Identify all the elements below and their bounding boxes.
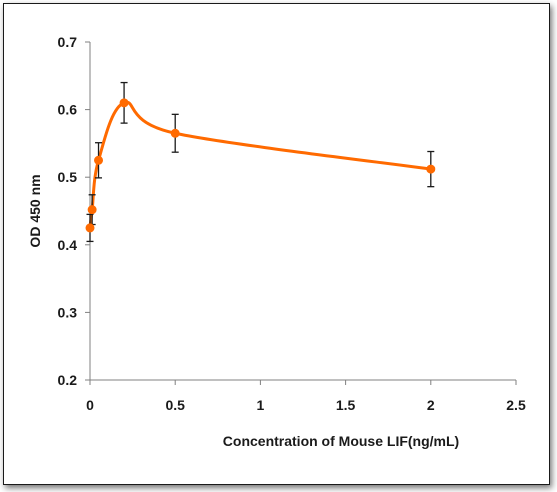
x-tick-label: 0.5 xyxy=(165,397,185,413)
y-tick-label: 0.2 xyxy=(58,372,78,388)
data-point xyxy=(94,155,104,165)
y-tick-label: 0.5 xyxy=(58,169,78,185)
y-tick-label: 0.7 xyxy=(58,34,78,50)
data-point xyxy=(170,128,180,138)
y-axis-ticks: 0.2 0.3 0.4 0.5 0.6 0.7 xyxy=(58,34,90,388)
y-tick-label: 0.4 xyxy=(58,237,78,253)
series-layer xyxy=(85,81,436,243)
y-tick-label: 0.6 xyxy=(58,102,78,118)
x-tick-label: 2.5 xyxy=(506,397,526,413)
y-axis-title: OD 450 nm xyxy=(27,174,43,247)
data-point xyxy=(426,164,436,174)
x-axis-title: Concentration of Mouse LIF(ng/mL) xyxy=(223,433,459,449)
x-axis-ticks: 0 0.5 1 1.5 2 2.5 xyxy=(86,380,526,413)
x-tick-label: 2 xyxy=(427,397,435,413)
data-point xyxy=(85,223,95,233)
chart-frame xyxy=(3,3,550,485)
y-tick-label: 0.3 xyxy=(58,304,78,320)
data-point xyxy=(87,205,97,215)
x-tick-label: 0 xyxy=(86,397,94,413)
axes xyxy=(89,42,516,381)
series-line xyxy=(88,100,432,229)
x-tick-label: 1.5 xyxy=(336,397,356,413)
data-point xyxy=(119,98,129,108)
x-tick-label: 1 xyxy=(257,397,265,413)
